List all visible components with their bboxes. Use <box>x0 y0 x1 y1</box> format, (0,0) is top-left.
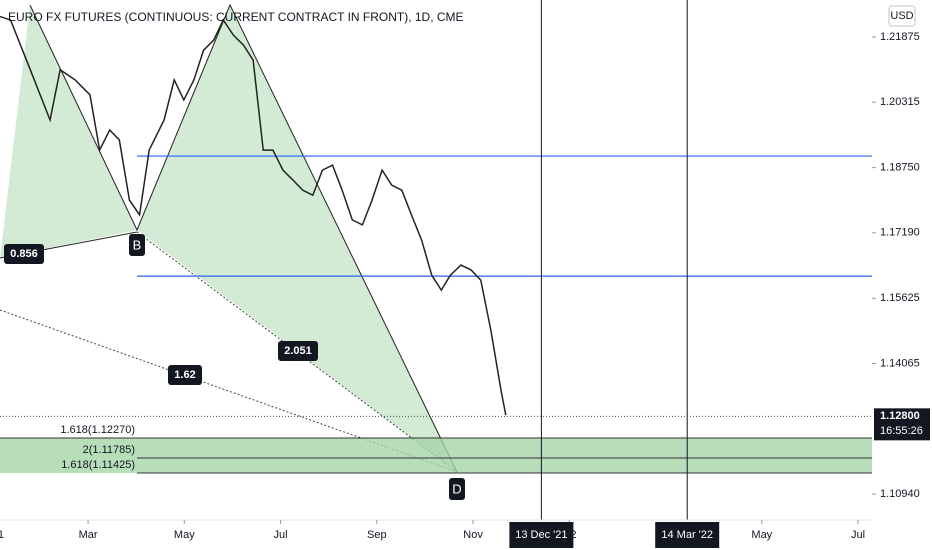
pattern-xab <box>0 5 137 258</box>
x-tick-label: Sep <box>367 529 387 541</box>
ratio-box <box>4 244 44 264</box>
y-tick-label: 1.15625 <box>880 292 920 304</box>
ratio-label: 2.051 <box>284 345 312 357</box>
price-axis <box>872 0 932 550</box>
countdown: 16:55:26 <box>880 425 923 437</box>
x-tick-label: May <box>174 529 195 541</box>
marker-label: 13 Dec '21 <box>515 529 567 541</box>
point-label: B <box>133 237 142 252</box>
ratio-box <box>278 341 318 361</box>
currency: USD <box>890 10 913 22</box>
ratio-label: 0.856 <box>10 248 38 260</box>
fib-label: 2(1.11785) <box>83 444 135 456</box>
x-tick-label: Nov <box>463 529 483 541</box>
x-tick-label: May <box>751 529 772 541</box>
last-price-box <box>874 408 930 441</box>
pattern-bcd <box>137 5 457 472</box>
marker-box <box>509 522 574 548</box>
chart-title: EURO FX FUTURES (CONTINUOUS: CURRENT CON… <box>8 10 464 24</box>
pattern-legs <box>29 3 458 473</box>
marker-box <box>655 522 720 548</box>
fib-label: 1.618(1.11425) <box>61 459 135 471</box>
x-tick-label: Jul <box>274 529 288 541</box>
currency-box <box>888 5 916 27</box>
y-tick-label: 1.17190 <box>880 227 920 239</box>
ratio-box <box>168 365 202 385</box>
plot <box>0 0 872 520</box>
point-box <box>449 478 465 500</box>
y-tick-label: 1.18750 <box>880 162 920 174</box>
last-price-label: 1.12800 <box>880 410 920 422</box>
harmonic-pattern: 1.618(1.12270) 2(1.11785) 1.618(1.11425) <box>0 3 872 474</box>
fib-label: 1.618(1.12270) <box>60 424 135 436</box>
price-line <box>0 15 507 416</box>
marker-label: 14 Mar '22 <box>661 529 713 541</box>
y-tick-label: 1.14065 <box>880 357 920 369</box>
x-tick-label: 2021 <box>0 529 4 541</box>
fib-zone <box>0 438 872 473</box>
ratio-label: 1.62 <box>174 369 195 381</box>
x-tick-label: Jul <box>851 529 865 541</box>
y-tick-label: 1.21875 <box>880 31 920 43</box>
point-label: D <box>452 481 461 496</box>
y-tick-label: 1.20315 <box>880 96 920 108</box>
x-tick-label: Mar <box>79 529 98 541</box>
point-box <box>129 234 145 256</box>
y-tick-label: 1.10940 <box>880 488 920 500</box>
